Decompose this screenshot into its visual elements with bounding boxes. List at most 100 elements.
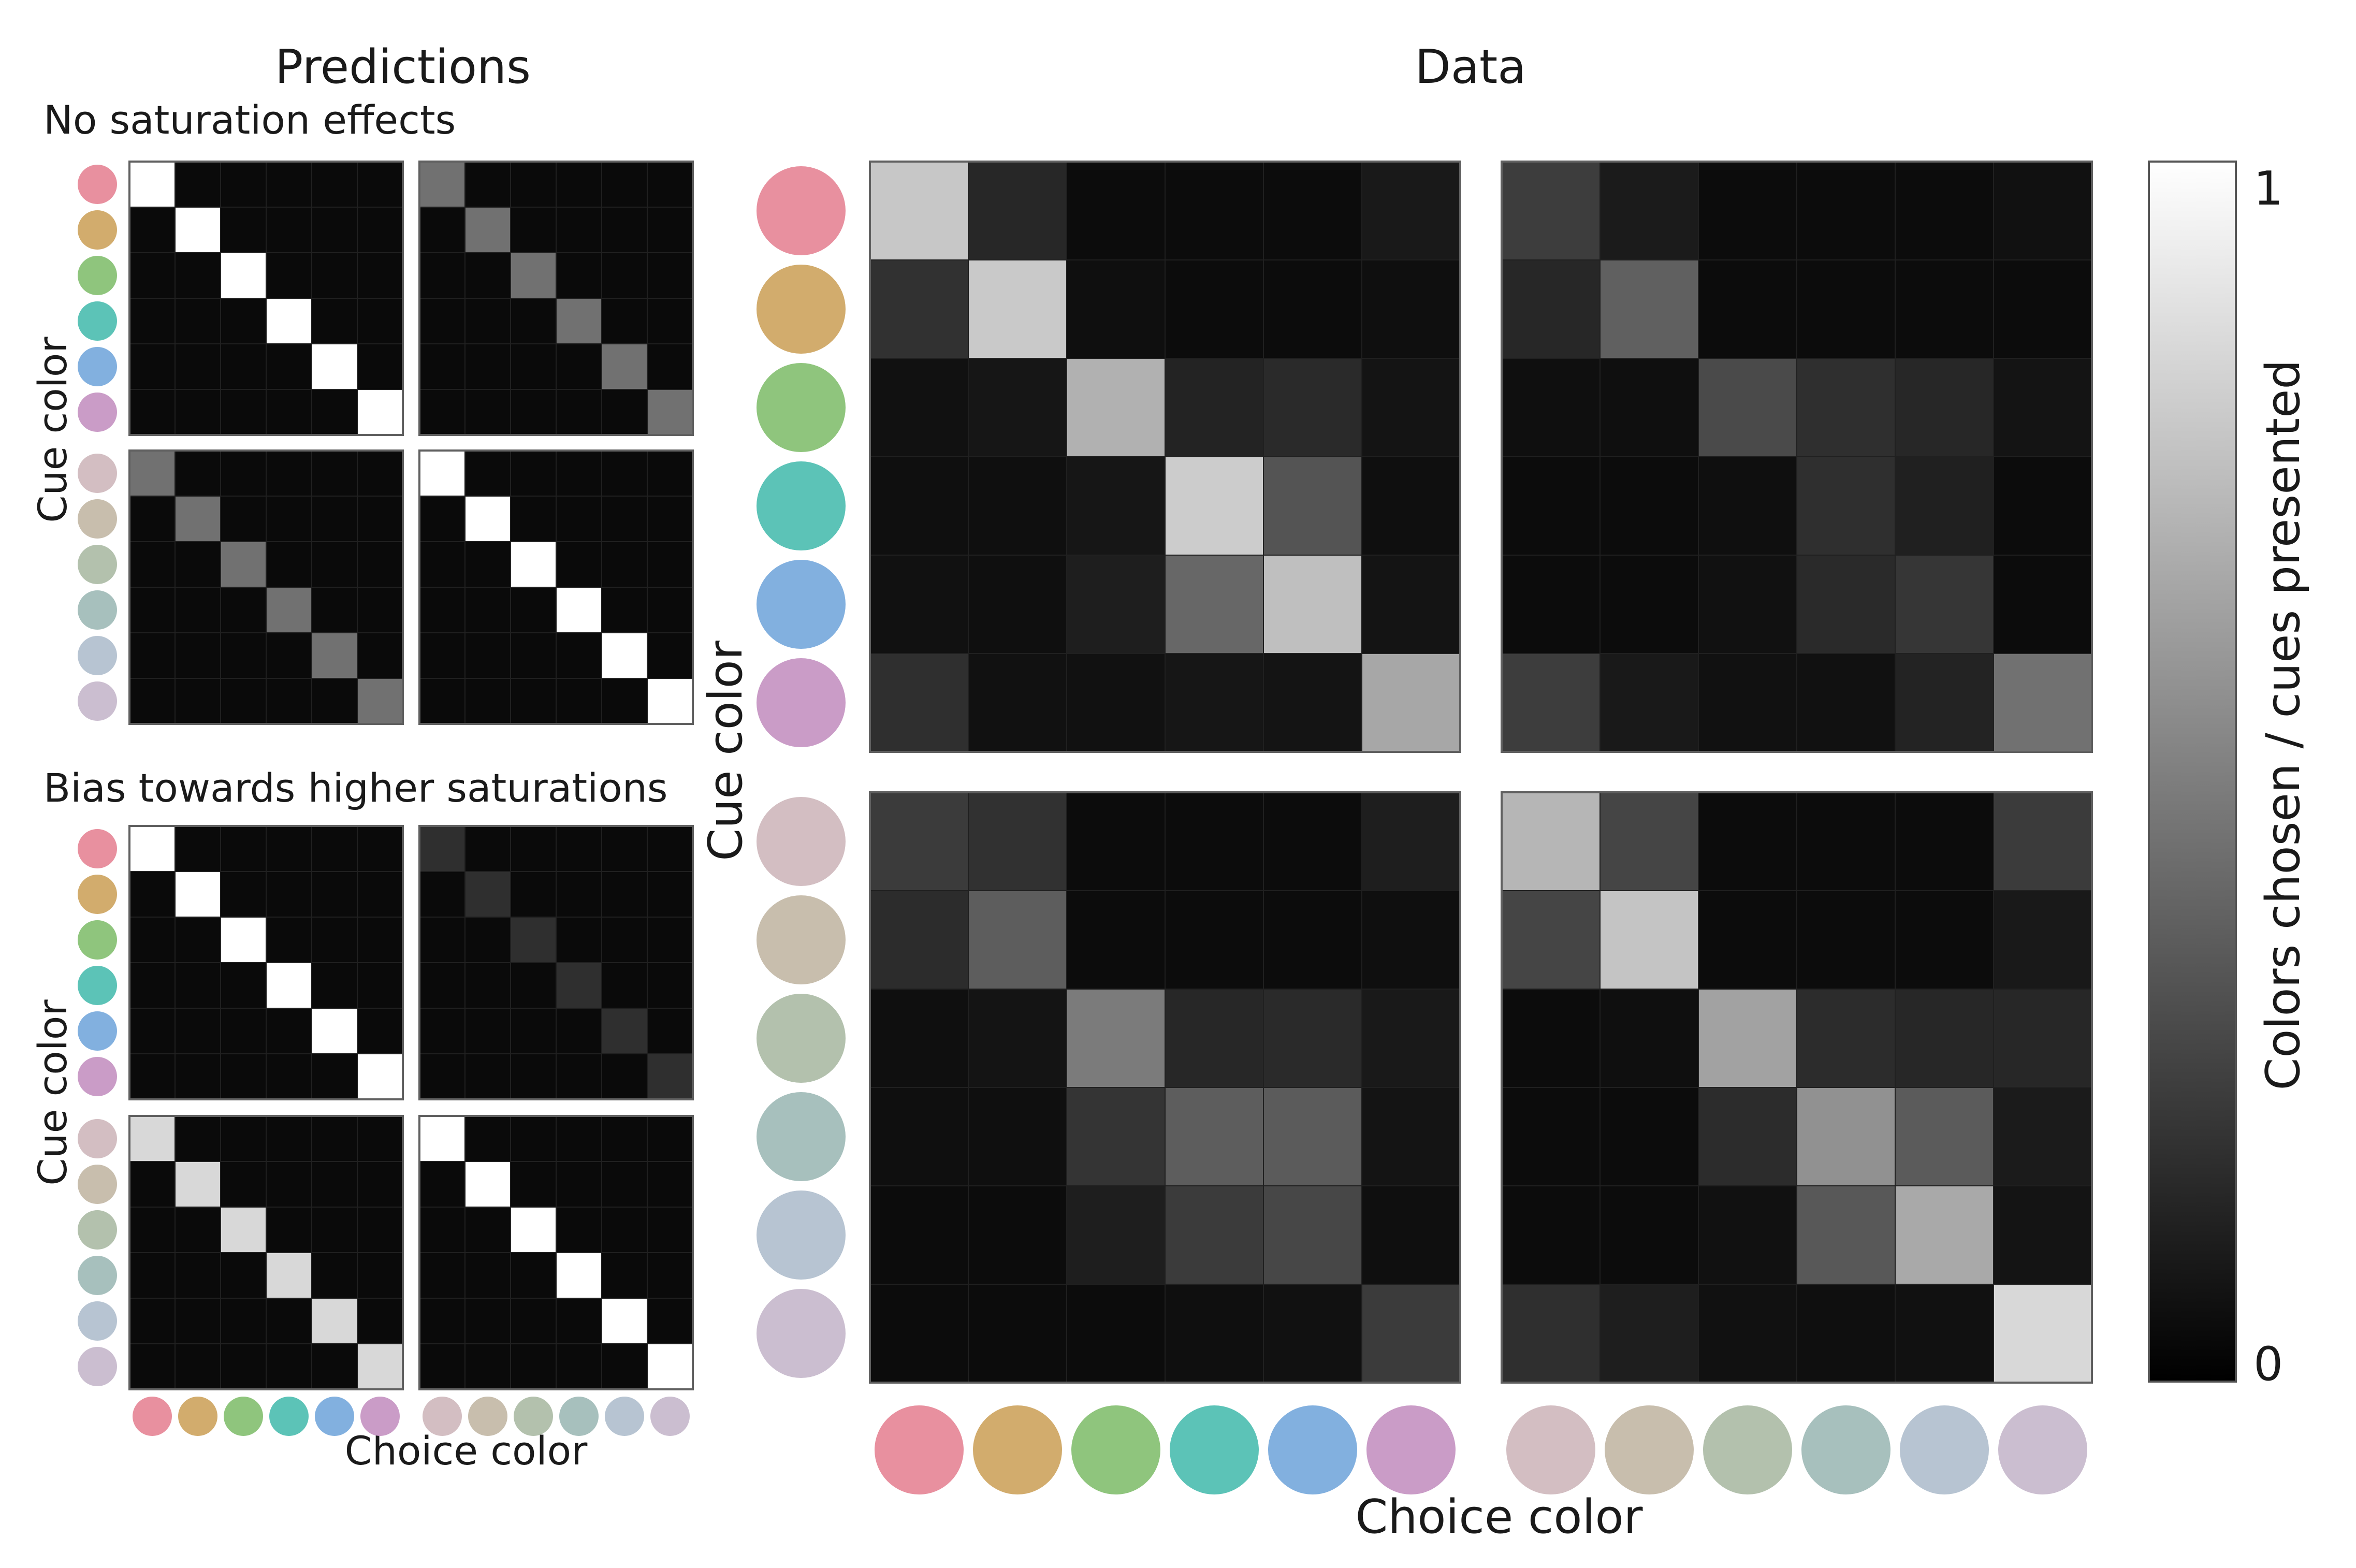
nosat-heatmap-2-cell — [357, 587, 403, 633]
nosat-heatmap-0-cell — [129, 252, 176, 299]
nosat-heatmap-2-cell — [129, 541, 176, 588]
data-heatmap-2-cell — [1165, 792, 1264, 891]
data-heatmap-0-cell — [1361, 259, 1461, 359]
nosat-heatmap-2-cell — [311, 632, 358, 679]
nosat-heatmap-3-cell — [464, 678, 511, 724]
nosat-heatmap-1-cell — [464, 298, 511, 344]
bias-heatmap-3-cell — [601, 1252, 648, 1299]
bias-heatmap-1-cell — [464, 1053, 511, 1100]
colorbar-gradient — [2148, 161, 2237, 1383]
nosat-heatmap-1-cell — [556, 343, 602, 390]
bias-heatmap-0-cell — [174, 825, 221, 872]
nosat-cue-swatch — [78, 256, 117, 295]
bias-heatmap-2-cell — [129, 1252, 176, 1299]
bias-heatmap-1-cell — [419, 962, 466, 1009]
nosat-heatmap-0-cell — [266, 161, 312, 208]
data-heatmap-1-cell — [1599, 358, 1699, 457]
data-heatmap-0-cell — [1165, 161, 1264, 260]
nosat-heatmap-1-cell — [419, 252, 466, 299]
nosat-heatmap-0-cell — [311, 298, 358, 344]
data-heatmap-3-cell — [1796, 1185, 1896, 1285]
nosat-heatmap-1-cell — [556, 298, 602, 344]
nosat-heatmap-3-frame — [418, 449, 694, 725]
bias-heatmap-1-cell — [510, 1008, 557, 1054]
data-cue-swatch — [757, 166, 846, 255]
nosat-heatmap-2-cell — [311, 541, 358, 588]
bias-heatmap-0-cell — [129, 917, 176, 963]
bias-heatmap-3-cell — [601, 1115, 648, 1162]
data-heatmap-0-cell — [1066, 456, 1166, 556]
nosat-heatmap-1-cell — [647, 252, 693, 299]
bias-heatmap-3-cell — [556, 1207, 602, 1253]
data-heatmap-2-cell — [1165, 890, 1264, 990]
data-heatmap-1-cell — [1599, 161, 1699, 260]
nosat-heatmap-0-cell — [357, 161, 403, 208]
no-saturation-subtitle: No saturation effects — [43, 97, 456, 143]
data-heatmap-0-cell — [1066, 555, 1166, 654]
nosat-heatmap-3-cell — [556, 541, 602, 588]
bias-heatmap-0-cell — [220, 1053, 267, 1100]
nosat-heatmap-3-cell — [510, 587, 557, 633]
bias-heatmap-1 — [418, 825, 694, 1100]
data-heatmap-0-cell — [1165, 653, 1264, 752]
data-choice-swatch — [1506, 1405, 1595, 1494]
bias-heatmap-0-cell — [266, 962, 312, 1009]
data-heatmap-3 — [1501, 791, 2093, 1384]
data-heatmap-1-cell — [1895, 653, 1994, 752]
nosat-heatmap-0-cell — [266, 389, 312, 435]
pred-choice-swatch — [650, 1397, 690, 1436]
data-heatmap-1-cell — [1501, 555, 1601, 654]
nosat-heatmap-0-cell — [174, 298, 221, 344]
data-heatmap-0-cell — [1263, 555, 1362, 654]
nosat-heatmap-0-cell — [174, 343, 221, 390]
bias-heatmap-2-cell — [311, 1252, 358, 1299]
bias-heatmap-2-cell — [174, 1298, 221, 1344]
data-heatmap-0-cell — [869, 259, 969, 359]
data-heatmap-1-cell — [1501, 358, 1601, 457]
data-heatmap-1-cell — [1895, 456, 1994, 556]
bias-heatmap-2-cell — [266, 1298, 312, 1344]
bias-heatmap-1-cell — [464, 962, 511, 1009]
bias-heatmap-3-cell — [647, 1207, 693, 1253]
data-choice-swatch — [1900, 1405, 1989, 1494]
nosat-heatmap-3-cell — [556, 496, 602, 542]
bias-heatmap-2-cell — [357, 1207, 403, 1253]
data-heatmap-2-cell — [869, 1087, 969, 1186]
bias-heatmap-1-cell — [647, 962, 693, 1009]
nosat-heatmap-1-cell — [647, 161, 693, 208]
nosat-heatmap-3-cell — [464, 450, 511, 497]
data-heatmap-3-cell — [1796, 1087, 1896, 1186]
data-heatmap-2-frame — [869, 791, 1461, 1384]
data-heatmap-0-cell — [1263, 259, 1362, 359]
bias-heatmap-3-cell — [419, 1252, 466, 1299]
bias-cue-swatch — [78, 1256, 117, 1295]
nosat-heatmap-0-cell — [357, 298, 403, 344]
nosat-heatmap-3-cell — [556, 450, 602, 497]
data-heatmap-2-cell — [1263, 890, 1362, 990]
nosat-heatmap-1-cell — [510, 298, 557, 344]
data-choice-swatch — [1071, 1405, 1160, 1494]
data-heatmap-0-cell — [968, 653, 1067, 752]
bias-heatmap-2-cell — [357, 1298, 403, 1344]
nosat-cue-swatch — [78, 681, 117, 721]
bias-heatmap-0 — [128, 825, 404, 1100]
nosat-heatmap-1-cell — [510, 389, 557, 435]
nosat-heatmap-0 — [128, 161, 404, 436]
nosat-heatmap-1-cell — [419, 298, 466, 344]
data-choice-swatch — [1703, 1405, 1792, 1494]
data-heatmap-1-cell — [1698, 555, 1797, 654]
data-heatmap-2-cell — [1165, 1185, 1264, 1285]
bias-heatmap-0-cell — [220, 825, 267, 872]
nosat-heatmap-2-cell — [357, 632, 403, 679]
data-heatmap-3-cell — [1993, 1185, 2092, 1285]
bias-heatmap-3-cell — [601, 1298, 648, 1344]
nosat-heatmap-2 — [128, 449, 404, 725]
nosat-heatmap-2-cell — [357, 541, 403, 588]
nosat-heatmap-2-cell — [266, 587, 312, 633]
bias-heatmap-0-cell — [220, 1008, 267, 1054]
bias-heatmap-3-cell — [556, 1115, 602, 1162]
nosat-heatmap-1-cell — [601, 252, 648, 299]
data-heatmap-1-cell — [1501, 456, 1601, 556]
bias-heatmap-2 — [128, 1115, 404, 1390]
bias-heatmap-0-cell — [129, 1008, 176, 1054]
